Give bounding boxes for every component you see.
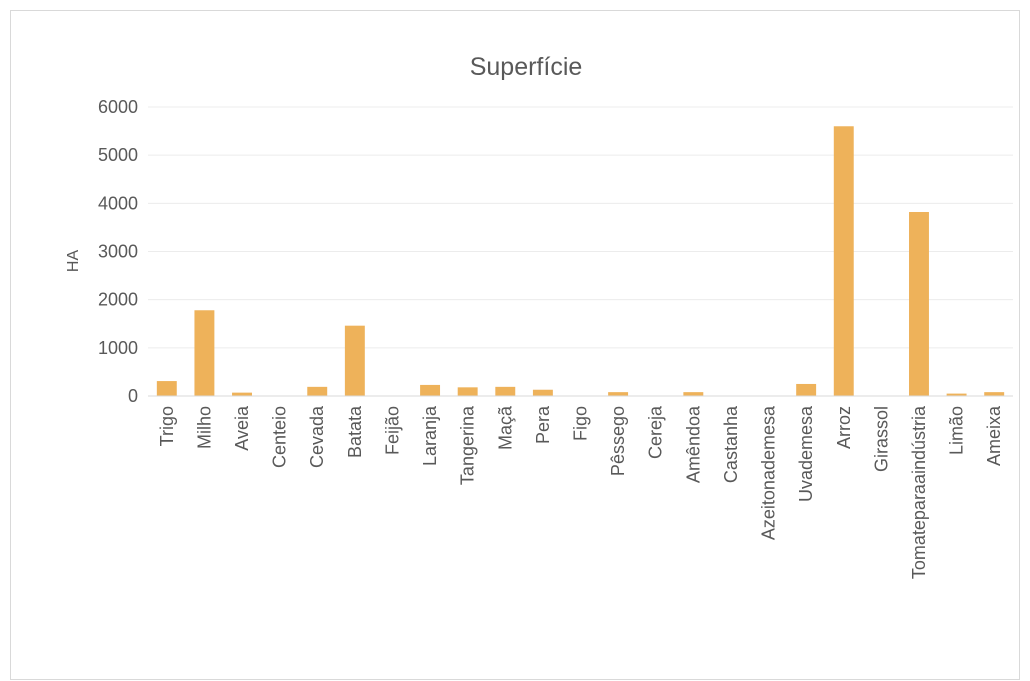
- x-tick-label: Cereja: [646, 405, 666, 459]
- bar-pera: [533, 390, 553, 396]
- bar-milho: [194, 310, 214, 396]
- x-tick-label: Laranja: [420, 405, 440, 466]
- x-tick-label: Uvademesa: [796, 405, 816, 502]
- bar-uvademesa: [796, 384, 816, 396]
- x-tick-labels: Trigo Milho Aveia Centeio Cevada Batata Feijão…: [157, 405, 1004, 579]
- bar-batata: [345, 326, 365, 396]
- y-tick-label: 4000: [98, 193, 138, 213]
- x-tick-label: Maçã: [495, 405, 515, 450]
- x-tick-label: Limão: [947, 406, 967, 455]
- x-tick-label: Tangerina: [458, 405, 478, 485]
- x-tick-label: Trigo: [157, 406, 177, 446]
- bar-laranja: [420, 385, 440, 396]
- x-tick-label: Batata: [345, 405, 365, 458]
- y-tick-label: 3000: [98, 242, 138, 262]
- x-tick-label: Tomateparaaindústria: [909, 405, 929, 579]
- x-tick-label: Azeitonademesa: [759, 405, 779, 540]
- bar-trigo: [157, 381, 177, 396]
- bar-arroz: [834, 126, 854, 396]
- y-tick-label: 0: [128, 386, 138, 406]
- y-axis-title: HA: [65, 250, 82, 273]
- bar-tangerina: [458, 387, 478, 396]
- y-tick-labels: 0 1000 2000 3000 4000 5000 6000: [98, 97, 138, 406]
- x-tick-label: Arroz: [834, 406, 854, 449]
- x-tick-label: Centeio: [270, 406, 290, 468]
- y-tick-label: 5000: [98, 145, 138, 165]
- x-tick-label: Castanha: [721, 405, 741, 483]
- chart-title: Superfície: [470, 53, 583, 81]
- y-tick-label: 2000: [98, 290, 138, 310]
- bar-chart: Superfície HA 0100020003000400050006000 …: [11, 11, 1021, 681]
- x-tick-label: Girassol: [871, 406, 891, 472]
- x-tick-label: Figo: [571, 406, 591, 441]
- bar-tomateparaaindústria: [909, 212, 929, 396]
- bar-ameixa: [984, 392, 1004, 396]
- gridlines: [148, 107, 1013, 348]
- bars: [157, 126, 1004, 396]
- x-tick-label: Cevada: [307, 405, 327, 468]
- x-tick-label: Feijão: [382, 406, 402, 455]
- x-tick-label: Amêndoa: [683, 405, 703, 483]
- y-tick-label: 6000: [98, 97, 138, 117]
- bar-cevada: [307, 387, 327, 396]
- y-tick-label: 1000: [98, 338, 138, 358]
- x-tick-label: Pera: [533, 405, 553, 444]
- bar-aveia: [232, 393, 252, 396]
- bar-amêndoa: [683, 392, 703, 396]
- bar-pêssego: [608, 392, 628, 396]
- x-tick-label: Ameixa: [984, 405, 1004, 466]
- x-tick-label: Milho: [194, 406, 214, 449]
- x-tick-label: Aveia: [232, 405, 252, 451]
- bar-maçã: [495, 387, 515, 396]
- x-tick-label: Pêssego: [608, 406, 628, 476]
